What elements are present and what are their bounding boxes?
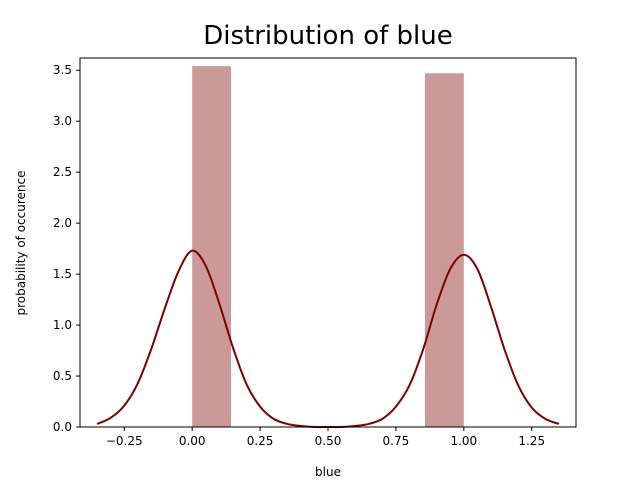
x-tick-label: 0.00 — [179, 434, 206, 448]
histogram-bars — [192, 66, 464, 428]
histogram-bar — [424, 73, 464, 428]
histogram-bar — [192, 66, 232, 427]
y-tick-label: 0.5 — [53, 369, 72, 383]
y-tick-label: 3.0 — [53, 114, 72, 128]
x-axis-label: blue — [315, 465, 341, 479]
y-tick-label: 2.5 — [53, 165, 72, 179]
chart-title: Distribution of blue — [203, 21, 452, 51]
y-tick-label: 3.5 — [53, 63, 72, 77]
y-tick-label: 2.0 — [53, 216, 72, 230]
y-tick-label: 1.0 — [53, 318, 72, 332]
x-tick-label: 1.00 — [450, 434, 477, 448]
x-tick-label: 1.25 — [518, 434, 545, 448]
plot-frame — [79, 57, 577, 428]
x-tick-label: 0.75 — [383, 434, 410, 448]
x-axis-ticks: −0.25 0.00 0.25 0.50 0.75 1.00 1.25 — [106, 427, 545, 448]
kde-line — [96, 249, 560, 429]
y-tick-label: 0.0 — [53, 420, 72, 434]
y-axis-ticks: 0.0 0.5 1.0 1.5 2.0 2.5 3.0 3.5 — [53, 63, 80, 434]
x-tick-label: −0.25 — [106, 434, 143, 448]
x-tick-label: 0.25 — [247, 434, 274, 448]
y-axis-label: probability of occurence — [14, 170, 28, 315]
x-tick-label: 0.50 — [315, 434, 342, 448]
y-tick-label: 1.5 — [53, 267, 72, 281]
